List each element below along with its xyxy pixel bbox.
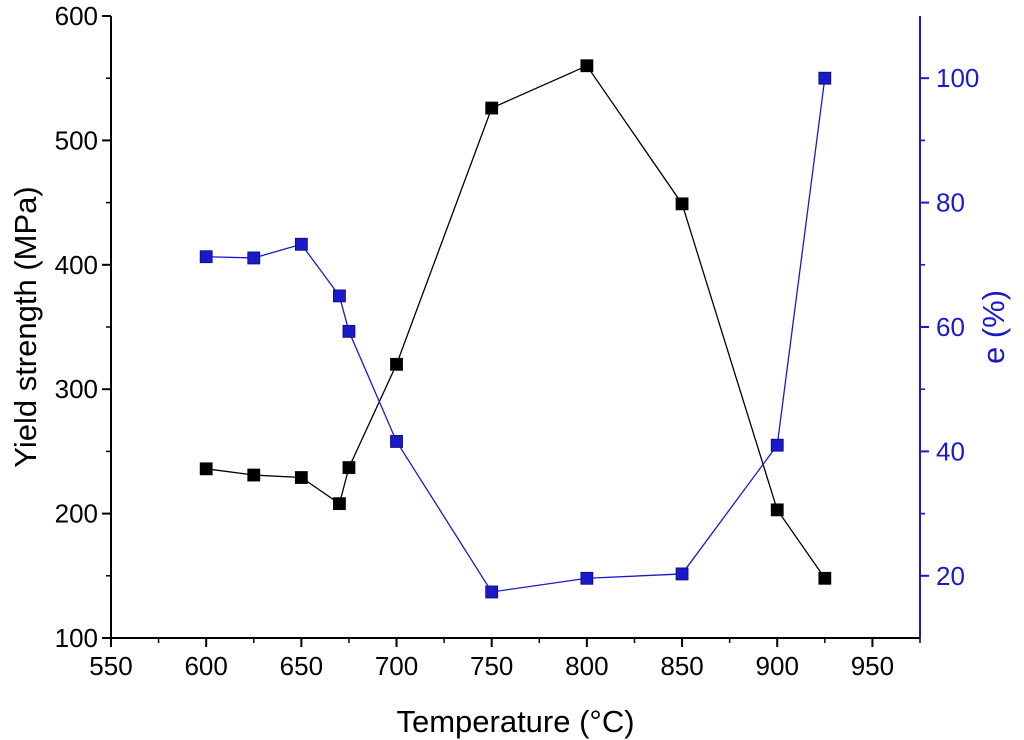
right-y-tick-label: 20 (936, 561, 965, 591)
yield-strength-point (770, 503, 784, 517)
yield-strength-point (390, 357, 403, 371)
left-y-tick-label: 300 (55, 374, 98, 404)
axes: 550 600 650 700 750 800 850 900 950 100 200 300 400 5… (55, 1, 980, 681)
x-tick-label: 550 (89, 651, 132, 681)
elongation-point (770, 438, 784, 452)
yield-strength-point (199, 462, 213, 476)
yield-strength-point (342, 461, 356, 474)
elongation-point (818, 71, 832, 85)
x-tick-label: 700 (375, 651, 418, 681)
yield-strength-point (294, 471, 308, 484)
left-y-tick-label: 500 (55, 125, 98, 155)
x-tick-label: 750 (470, 651, 513, 681)
yield-strength-point (818, 571, 832, 585)
right-y-axis-title: e (%) (976, 290, 1011, 364)
x-tick-label: 650 (280, 651, 323, 681)
x-tick-label: 900 (756, 651, 799, 681)
yield-strength-point (675, 197, 689, 211)
elongation-point (390, 435, 403, 448)
left-y-tick-label: 600 (55, 1, 98, 31)
x-tick-label: 950 (851, 651, 894, 681)
yield-strength-point (580, 59, 594, 73)
yield-strength-point (485, 101, 499, 115)
x-axis-title: Temperature (°C) (396, 704, 634, 739)
left-y-tick-label: 200 (55, 499, 98, 529)
elongation-point (333, 289, 346, 303)
x-tick-label: 850 (660, 651, 703, 681)
elongation-series-line (206, 78, 826, 593)
elongation-point (342, 324, 356, 338)
x-tick-label: 800 (565, 651, 608, 681)
elongation-point (675, 567, 689, 581)
elongation-point (199, 250, 213, 264)
right-y-tick-label: 40 (936, 436, 965, 466)
right-y-tick-label: 80 (936, 188, 965, 218)
left-y-axis-title: Yield strength (MPa) (8, 186, 43, 467)
yield-strength-point (333, 497, 346, 511)
x-tick-label: 600 (184, 651, 227, 681)
series (199, 59, 832, 599)
right-y-tick-label: 100 (936, 63, 979, 93)
yield-strength-point (247, 468, 261, 482)
left-y-tick-label: 100 (55, 623, 98, 653)
elongation-point (485, 585, 499, 599)
left-y-tick-label: 400 (55, 250, 98, 280)
elongation-point (580, 571, 594, 585)
yield-strength-series-line (206, 64, 826, 579)
elongation-point (294, 237, 308, 251)
right-y-tick-label: 60 (936, 312, 965, 342)
elongation-point (247, 251, 261, 265)
